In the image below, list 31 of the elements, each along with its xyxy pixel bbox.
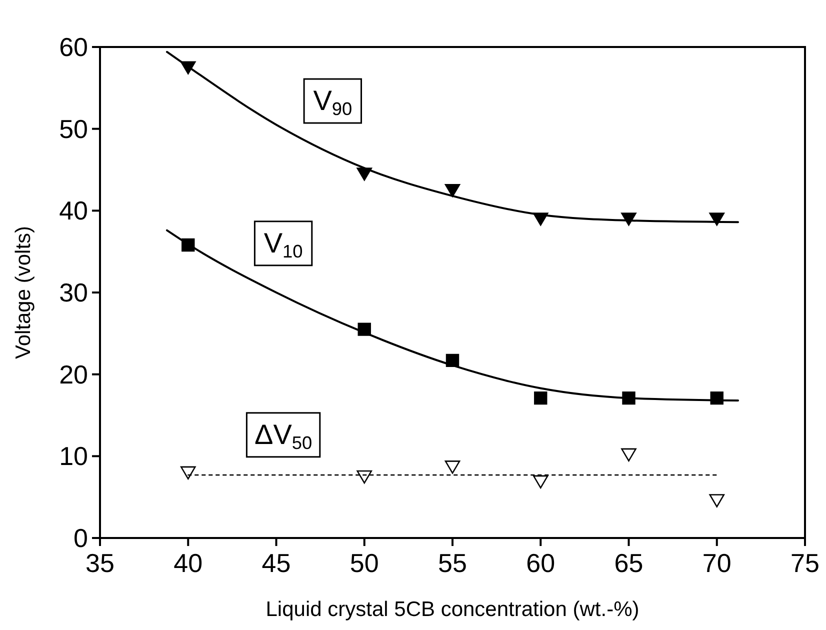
y-tick-label: 50 — [59, 114, 88, 144]
x-tick-label: 40 — [174, 548, 203, 578]
y-tick-label: 60 — [59, 32, 88, 62]
x-tick-label: 65 — [614, 548, 644, 578]
y-tick-label: 20 — [59, 359, 88, 390]
y-tick-label: 40 — [59, 196, 88, 226]
x-tick-label: 75 — [790, 548, 820, 578]
annotation: ΔV$_{50}$ — [254, 418, 312, 454]
point — [621, 212, 636, 226]
x-tick-label: 60 — [526, 548, 556, 578]
point — [621, 448, 636, 462]
y-tick-label: 0 — [74, 523, 88, 553]
point — [444, 460, 460, 474]
point — [534, 391, 548, 405]
annotation: V$_{90}$ — [313, 85, 352, 120]
annotation: V$_{10}$ — [264, 227, 303, 262]
point — [356, 470, 372, 484]
y-tick-label: 10 — [59, 441, 88, 472]
point — [444, 184, 460, 198]
x-tick-label: 45 — [262, 548, 291, 578]
y-axis-title: Voltage (volts) — [12, 226, 35, 360]
point — [532, 475, 548, 488]
x-tick-label: 35 — [86, 548, 114, 578]
point — [180, 466, 196, 480]
x-tick-label: 50 — [350, 548, 379, 578]
y-tick-label: 30 — [59, 278, 88, 308]
x-axis-title: Liquid crystal 5CB concentration (wt.-%) — [266, 598, 640, 621]
x-tick-label: 70 — [702, 548, 732, 578]
x-tick-label: 55 — [438, 548, 467, 578]
point — [709, 494, 725, 508]
point — [709, 212, 725, 226]
